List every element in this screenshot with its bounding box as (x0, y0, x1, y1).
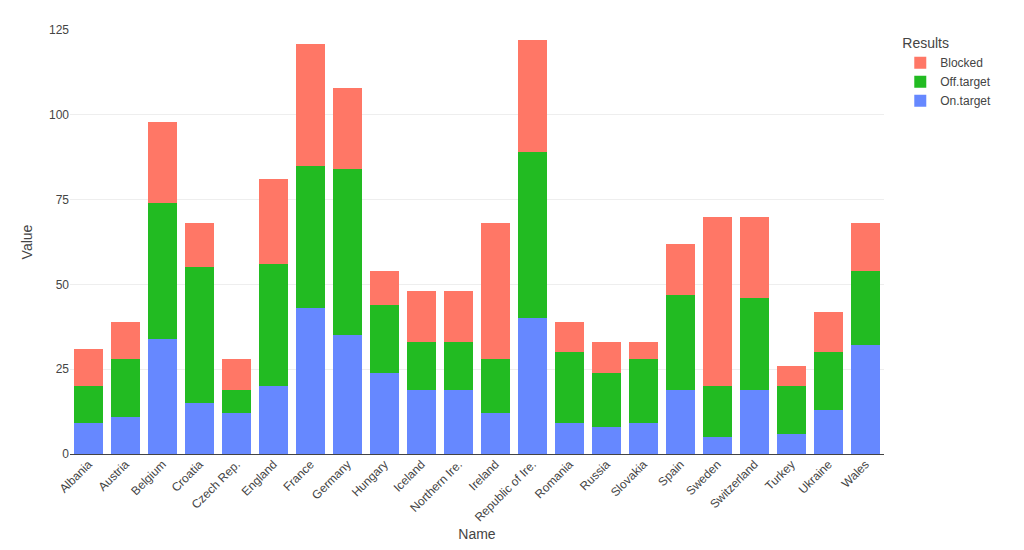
svg-text:0: 0 (62, 447, 69, 461)
svg-text:Czech Rep.: Czech Rep. (189, 457, 243, 511)
svg-text:Blocked: Blocked (940, 56, 983, 70)
svg-text:Austria: Austria (96, 457, 133, 494)
svg-text:Name: Name (458, 526, 496, 542)
svg-text:Value: Value (19, 224, 35, 259)
svg-text:Slovakia: Slovakia (608, 457, 650, 499)
svg-text:On.target: On.target (940, 94, 991, 108)
svg-text:Hungary: Hungary (349, 457, 391, 499)
svg-text:Belgium: Belgium (128, 457, 169, 498)
svg-text:Off.target: Off.target (940, 75, 990, 89)
svg-text:Iceland: Iceland (391, 457, 428, 494)
svg-text:Sweden: Sweden (683, 457, 724, 498)
svg-text:Ukraine: Ukraine (796, 457, 835, 496)
svg-text:Spain: Spain (655, 457, 687, 489)
svg-text:25: 25 (56, 362, 70, 376)
svg-text:England: England (239, 457, 280, 498)
svg-text:France: France (281, 457, 318, 494)
svg-text:Romania: Romania (532, 457, 576, 501)
svg-text:Turkey: Turkey (762, 457, 798, 493)
svg-text:Results: Results (902, 35, 949, 51)
svg-text:Albania: Albania (57, 457, 95, 495)
svg-text:Wales: Wales (839, 457, 872, 490)
svg-text:Switzerland: Switzerland (707, 457, 761, 511)
svg-text:Germany: Germany (309, 457, 354, 502)
svg-text:50: 50 (56, 278, 70, 292)
svg-text:125: 125 (49, 23, 69, 37)
svg-text:Ireland: Ireland (466, 457, 502, 493)
svg-text:100: 100 (49, 108, 69, 122)
svg-text:Russia: Russia (577, 457, 613, 493)
svg-text:Republic of Ire.: Republic of Ire. (472, 457, 539, 524)
svg-text:75: 75 (56, 193, 70, 207)
svg-text:Croatia: Croatia (169, 457, 206, 494)
svg-text:Northern Ire.: Northern Ire. (407, 457, 465, 515)
